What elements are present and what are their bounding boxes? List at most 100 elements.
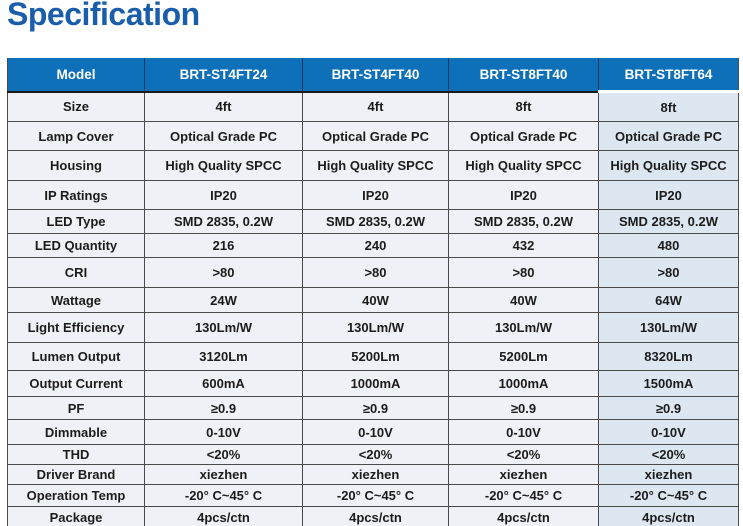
cell-value: SMD 2835, 0.2W bbox=[448, 209, 599, 234]
column-header-model: Model bbox=[7, 58, 145, 93]
table-row-lumen-output: Lumen Output 3120Lm 5200Lm 5200Lm 8320Lm bbox=[7, 342, 739, 371]
cell-value: -20° C~45° C bbox=[448, 484, 599, 507]
row-label: Lumen Output bbox=[7, 342, 145, 371]
row-label: Output Current bbox=[7, 370, 145, 397]
cell-value: xiezhen bbox=[598, 464, 739, 485]
cell-value: Optical Grade PC bbox=[144, 121, 303, 151]
cell-value: 216 bbox=[144, 233, 303, 258]
cell-value: <20% bbox=[144, 444, 303, 465]
cell-value: >80 bbox=[598, 257, 739, 288]
cell-value: IP20 bbox=[302, 180, 449, 210]
cell-value: 480 bbox=[598, 233, 739, 258]
cell-value: High Quality SPCC bbox=[448, 150, 599, 181]
row-label: Housing bbox=[7, 150, 145, 181]
row-label: Operation Temp bbox=[7, 484, 145, 507]
cell-value: Optical Grade PC bbox=[598, 121, 739, 151]
cell-value: High Quality SPCC bbox=[598, 150, 739, 181]
table-body: Size 4ft 4ft 8ft 8ft Lamp Cover Optical Grade … bbox=[7, 91, 739, 526]
cell-value: 0-10V bbox=[448, 419, 599, 445]
table-row-package: Package 4pcs/ctn 4pcs/ctn 4pcs/ctn 4pcs/ctn bbox=[7, 506, 739, 526]
table-row-operation-temp: Operation Temp -20° C~45° C -20° C~45° C -2… bbox=[7, 484, 739, 507]
row-label: Driver Brand bbox=[7, 464, 145, 485]
cell-value: 1000mA bbox=[302, 370, 449, 397]
cell-value: >80 bbox=[302, 257, 449, 288]
row-label: Dimmable bbox=[7, 419, 145, 445]
cell-value: 432 bbox=[448, 233, 599, 258]
cell-value: High Quality SPCC bbox=[144, 150, 303, 181]
table-row-ip-ratings: IP Ratings IP20 IP20 IP20 IP20 bbox=[7, 180, 739, 210]
cell-value: 64W bbox=[598, 287, 739, 313]
table-row-driver-brand: Driver Brand xiezhen xiezhen xiezhen xiezhen bbox=[7, 464, 739, 485]
table-row-cri: CRI >80 >80 >80 >80 bbox=[7, 257, 739, 288]
cell-value: Optical Grade PC bbox=[448, 121, 599, 151]
row-label: Package bbox=[7, 506, 145, 526]
table-row-led-type: LED Type SMD 2835, 0.2W SMD 2835, 0.2W SMD … bbox=[7, 209, 739, 234]
table-row-led-quantity: LED Quantity 216 240 432 480 bbox=[7, 233, 739, 258]
cell-value: 4pcs/ctn bbox=[598, 506, 739, 526]
spec-table: Model BRT-ST4FT24 BRT-ST4FT40 BRT-ST8FT40 BR… bbox=[7, 58, 739, 526]
cell-value: 130Lm/W bbox=[448, 312, 599, 343]
cell-value: IP20 bbox=[598, 180, 739, 210]
row-label: Size bbox=[7, 91, 145, 122]
cell-value: 0-10V bbox=[598, 419, 739, 445]
row-label: PF bbox=[7, 396, 145, 420]
row-label: Lamp Cover bbox=[7, 121, 145, 151]
cell-value: SMD 2835, 0.2W bbox=[144, 209, 303, 234]
row-label: CRI bbox=[7, 257, 145, 288]
cell-value: 8320Lm bbox=[598, 342, 739, 371]
cell-value: -20° C~45° C bbox=[144, 484, 303, 507]
table-row-pf: PF ≥0.9 ≥0.9 ≥0.9 ≥0.9 bbox=[7, 396, 739, 420]
page-title: Specification bbox=[7, 0, 200, 32]
cell-value: 5200Lm bbox=[302, 342, 449, 371]
cell-value: 8ft bbox=[598, 91, 739, 122]
cell-value: IP20 bbox=[448, 180, 599, 210]
cell-value: <20% bbox=[598, 444, 739, 465]
cell-value: 130Lm/W bbox=[144, 312, 303, 343]
column-header-brt-st8ft40: BRT-ST8FT40 bbox=[448, 58, 599, 93]
cell-value: 24W bbox=[144, 287, 303, 313]
table-row-dimmable: Dimmable 0-10V 0-10V 0-10V 0-10V bbox=[7, 419, 739, 445]
cell-value: 0-10V bbox=[144, 419, 303, 445]
cell-value: -20° C~45° C bbox=[302, 484, 449, 507]
cell-value: High Quality SPCC bbox=[302, 150, 449, 181]
column-header-brt-st4ft40: BRT-ST4FT40 bbox=[302, 58, 449, 93]
cell-value: 8ft bbox=[448, 91, 599, 122]
row-label: LED Quantity bbox=[7, 233, 145, 258]
table-row-lamp-cover: Lamp Cover Optical Grade PC Optical Grade … bbox=[7, 121, 739, 151]
cell-value: 4ft bbox=[302, 91, 449, 122]
cell-value: >80 bbox=[448, 257, 599, 288]
cell-value: 4pcs/ctn bbox=[448, 506, 599, 526]
row-label: Wattage bbox=[7, 287, 145, 313]
table-row-output-current: Output Current 600mA 1000mA 1000mA 1500mA bbox=[7, 370, 739, 397]
row-label: IP Ratings bbox=[7, 180, 145, 210]
cell-value: ≥0.9 bbox=[302, 396, 449, 420]
cell-value: <20% bbox=[448, 444, 599, 465]
row-label: THD bbox=[7, 444, 145, 465]
cell-value: 5200Lm bbox=[448, 342, 599, 371]
cell-value: 4ft bbox=[144, 91, 303, 122]
cell-value: <20% bbox=[302, 444, 449, 465]
cell-value: 3120Lm bbox=[144, 342, 303, 371]
cell-value: 1500mA bbox=[598, 370, 739, 397]
row-label: LED Type bbox=[7, 209, 145, 234]
cell-value: xiezhen bbox=[448, 464, 599, 485]
cell-value: ≥0.9 bbox=[598, 396, 739, 420]
cell-value: 1000mA bbox=[448, 370, 599, 397]
cell-value: SMD 2835, 0.2W bbox=[302, 209, 449, 234]
column-header-brt-st8ft64: BRT-ST8FT64 bbox=[598, 58, 739, 93]
table-row-size: Size 4ft 4ft 8ft 8ft bbox=[7, 91, 739, 122]
table-row-housing: Housing High Quality SPCC High Quality SPC… bbox=[7, 150, 739, 181]
table-row-thd: THD <20% <20% <20% <20% bbox=[7, 444, 739, 465]
cell-value: 0-10V bbox=[302, 419, 449, 445]
table-row-wattage: Wattage 24W 40W 40W 64W bbox=[7, 287, 739, 313]
cell-value: xiezhen bbox=[144, 464, 303, 485]
cell-value: ≥0.9 bbox=[448, 396, 599, 420]
cell-value: 130Lm/W bbox=[302, 312, 449, 343]
cell-value: SMD 2835, 0.2W bbox=[598, 209, 739, 234]
cell-value: ≥0.9 bbox=[144, 396, 303, 420]
spec-table-container: Model BRT-ST4FT24 BRT-ST4FT40 BRT-ST8FT40 BR… bbox=[7, 58, 739, 526]
cell-value: 4pcs/ctn bbox=[302, 506, 449, 526]
cell-value: 130Lm/W bbox=[598, 312, 739, 343]
cell-value: 240 bbox=[302, 233, 449, 258]
